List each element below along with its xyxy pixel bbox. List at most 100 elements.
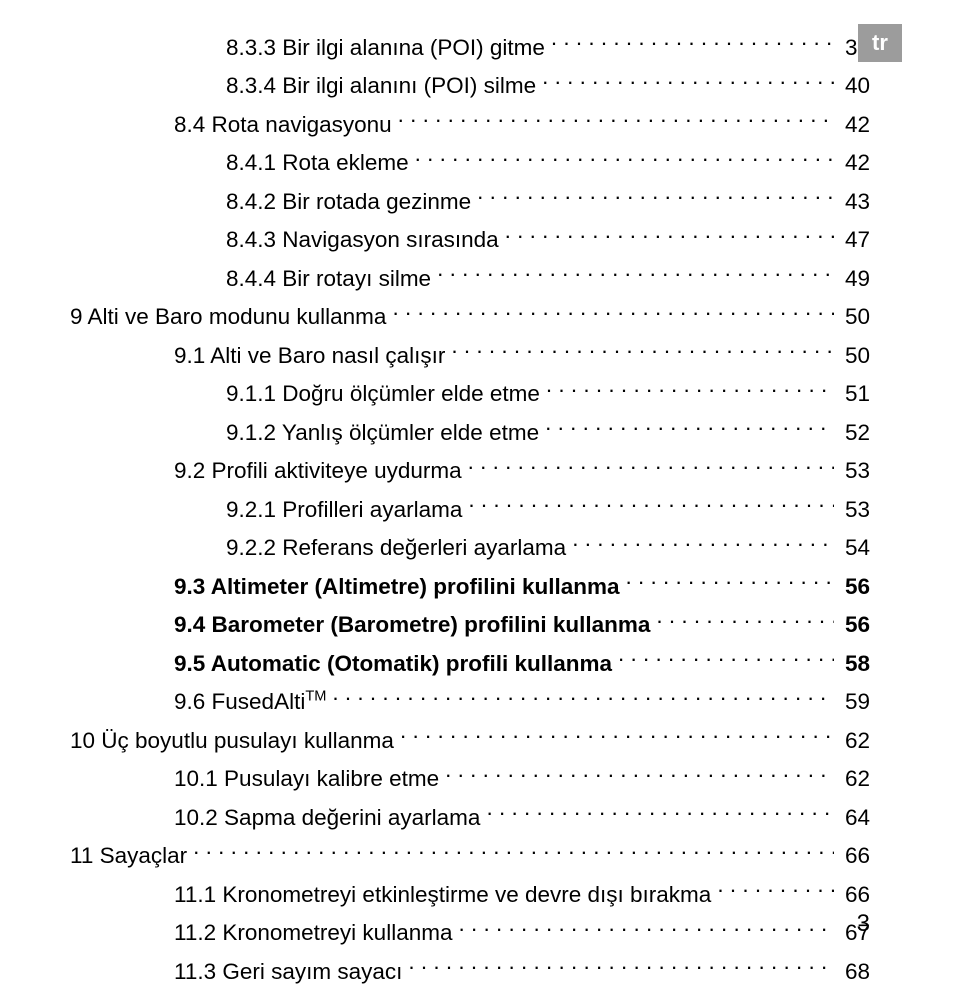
language-badge: tr [858, 24, 902, 62]
dot-leader [451, 338, 834, 363]
toc-page: 66 [840, 878, 870, 912]
dot-leader [551, 30, 834, 55]
toc-label: 8.4.4 Bir rotayı silme [226, 262, 431, 296]
toc-row: 10 Üç boyutlu pusulayı kullanma 62 [70, 723, 870, 758]
toc-row: 9.4 Barometer (Barometre) profilini kull… [70, 608, 870, 643]
toc-label: 9.2.1 Profilleri ayarlama [226, 493, 462, 527]
toc-label: 9.5 Automatic (Otomatik) profili kullanm… [174, 647, 612, 681]
toc-page: 47 [840, 223, 870, 257]
toc-page: 50 [840, 300, 870, 334]
toc-row: 9.2 Profili aktiviteye uydurma 53 [70, 454, 870, 489]
dot-leader [546, 377, 834, 402]
toc-row: 9.5 Automatic (Otomatik) profili kullanm… [70, 646, 870, 681]
toc-label: 8.4 Rota navigasyonu [174, 108, 392, 142]
toc-row: 9.2.1 Profilleri ayarlama 53 [70, 492, 870, 527]
toc-row: 9.2.2 Referans değerleri ayarlama 54 [70, 531, 870, 566]
dot-leader [392, 300, 834, 325]
toc-row: 10.1 Pusulayı kalibre etme 62 [70, 762, 870, 797]
toc-page: 51 [840, 377, 870, 411]
toc-row: 9.1.1 Doğru ölçümler elde etme 51 [70, 377, 870, 412]
toc-label: 9.2 Profili aktiviteye uydurma [174, 454, 462, 488]
toc-page: 53 [840, 454, 870, 488]
dot-leader [572, 531, 834, 556]
dot-leader [717, 877, 834, 902]
toc-label: 8.3.3 Bir ilgi alanına (POI) gitme [226, 31, 545, 65]
toc-page: 40 [840, 69, 870, 103]
toc-row: 8.4.4 Bir rotayı silme 49 [70, 261, 870, 296]
dot-leader [400, 723, 834, 748]
toc-page: 62 [840, 724, 870, 758]
toc-row: 9.1.2 Yanlış ölçümler elde etme 52 [70, 415, 870, 450]
dot-leader [505, 223, 834, 248]
toc-label-superscript: TM [305, 689, 326, 705]
toc-label: 11.3 Geri sayım sayacı [174, 955, 402, 989]
dot-leader [468, 454, 834, 479]
toc-row: 11.2 Kronometreyi kullanma67 [70, 916, 870, 951]
dot-leader [415, 146, 834, 171]
toc-row: 11 Sayaçlar 66 [70, 839, 870, 874]
toc-row: 8.3.3 Bir ilgi alanına (POI) gitme37 [70, 30, 870, 65]
dot-leader [408, 954, 834, 979]
toc-row: 9 Alti ve Baro modunu kullanma 50 [70, 300, 870, 335]
toc-page: 58 [840, 647, 870, 681]
toc-page: 43 [840, 185, 870, 219]
toc-page: 54 [840, 531, 870, 565]
toc-page: 64 [840, 801, 870, 835]
toc-label: 9.1.2 Yanlış ölçümler elde etme [226, 416, 539, 450]
dot-leader [437, 261, 834, 286]
toc-page: 62 [840, 762, 870, 796]
toc-page: 56 [840, 608, 870, 642]
toc-page: 52 [840, 416, 870, 450]
toc-page: 49 [840, 262, 870, 296]
toc-label: 8.3.4 Bir ilgi alanını (POI) silme [226, 69, 536, 103]
toc-label: 10.1 Pusulayı kalibre etme [174, 762, 439, 796]
toc-row: 11.3 Geri sayım sayacı 68 [70, 954, 870, 989]
dot-leader [545, 415, 834, 440]
toc-label: 9.1.1 Doğru ölçümler elde etme [226, 377, 540, 411]
toc-label: 9.4 Barometer (Barometre) profilini kull… [174, 608, 650, 642]
toc-row: 8.4.1 Rota ekleme 42 [70, 146, 870, 181]
toc-row: 8.3.4 Bir ilgi alanını (POI) silme 40 [70, 69, 870, 104]
toc-label: 9.1 Alti ve Baro nasıl çalışır [174, 339, 445, 373]
dot-leader [486, 800, 834, 825]
dot-leader [468, 492, 834, 517]
toc-page: 50 [840, 339, 870, 373]
toc-page: 68 [840, 955, 870, 989]
dot-leader [477, 184, 834, 209]
dot-leader [656, 608, 834, 633]
toc-page: 66 [840, 839, 870, 873]
toc-label: 10 Üç boyutlu pusulayı kullanma [70, 724, 394, 758]
dot-leader [458, 916, 834, 941]
dot-leader [332, 685, 834, 710]
table-of-contents: 8.3.3 Bir ilgi alanına (POI) gitme378.3.… [70, 30, 870, 989]
toc-row: 10.2 Sapma değerini ayarlama64 [70, 800, 870, 835]
dot-leader [398, 107, 834, 132]
toc-row: 8.4.3 Navigasyon sırasında 47 [70, 223, 870, 258]
dot-leader [445, 762, 834, 787]
toc-label: 9 Alti ve Baro modunu kullanma [70, 300, 386, 334]
dot-leader [193, 839, 834, 864]
toc-label: 11 Sayaçlar [70, 839, 187, 873]
toc-row: 8.4 Rota navigasyonu 42 [70, 107, 870, 142]
toc-label: 11.1 Kronometreyi etkinleştirme ve devre… [174, 878, 711, 912]
toc-label: 9.6 FusedAltiTM [174, 685, 326, 719]
dot-leader [618, 646, 834, 671]
toc-row: 9.3 Altimeter (Altimetre) profilini kull… [70, 569, 870, 604]
toc-row: 8.4.2 Bir rotada gezinme 43 [70, 184, 870, 219]
toc-label: 9.2.2 Referans değerleri ayarlama [226, 531, 566, 565]
toc-label: 9.3 Altimeter (Altimetre) profilini kull… [174, 570, 620, 604]
toc-row: 9.1 Alti ve Baro nasıl çalışır 50 [70, 338, 870, 373]
toc-page: 42 [840, 108, 870, 142]
toc-page: 53 [840, 493, 870, 527]
toc-page: 59 [840, 685, 870, 719]
dot-leader [626, 569, 834, 594]
toc-row: 9.6 FusedAltiTM 59 [70, 685, 870, 720]
toc-label: 11.2 Kronometreyi kullanma [174, 916, 452, 950]
toc-page: 42 [840, 146, 870, 180]
toc-row: 11.1 Kronometreyi etkinleştirme ve devre… [70, 877, 870, 912]
toc-page: 56 [840, 570, 870, 604]
toc-label: 8.4.1 Rota ekleme [226, 146, 409, 180]
toc-label: 8.4.2 Bir rotada gezinme [226, 185, 471, 219]
page-number: 3 [857, 910, 870, 938]
toc-label: 8.4.3 Navigasyon sırasında [226, 223, 499, 257]
